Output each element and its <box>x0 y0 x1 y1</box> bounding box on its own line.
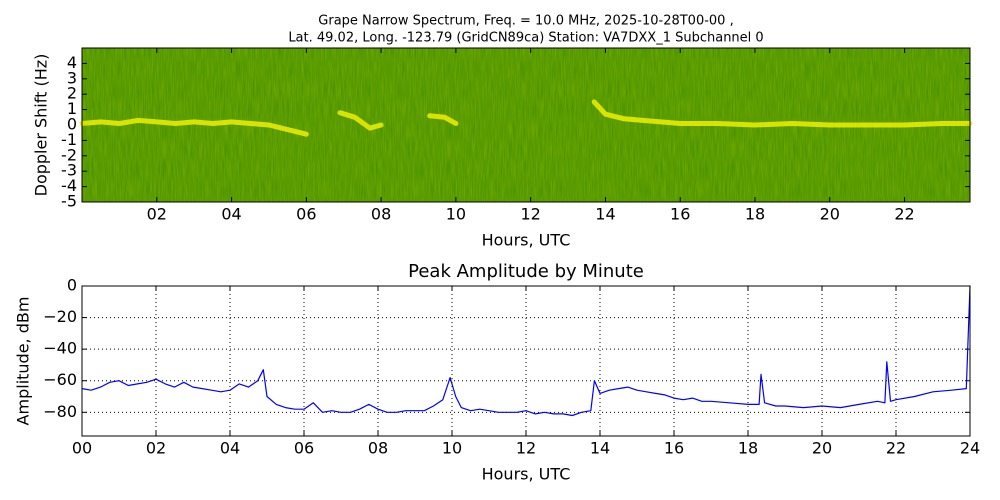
x-tick-label: 12 <box>516 439 536 458</box>
x-tick-label: 16 <box>670 205 690 224</box>
x-tick-label: 04 <box>221 205 241 224</box>
y-tick-label: −80 <box>43 402 77 421</box>
y-axis-label: Amplitude, dBm <box>14 297 33 426</box>
chart-title: Peak Amplitude by Minute <box>408 261 644 282</box>
y-tick-label: −60 <box>43 370 77 389</box>
plot-frame <box>81 285 971 437</box>
x-tick-label: 02 <box>147 205 167 224</box>
chart-title: Grape Narrow Spectrum, Freq. = 10.0 MHz,… <box>318 14 733 29</box>
y-tick-label: -5 <box>61 192 77 211</box>
y-tick-label: 0 <box>67 276 77 295</box>
y-tick-label: -2 <box>61 145 77 164</box>
x-tick-label: 10 <box>442 439 462 458</box>
y-tick-label: 3 <box>67 68 77 87</box>
chart-subtitle: Lat. 49.02, Long. -123.79 (GridCN89ca) S… <box>288 31 763 46</box>
y-tick-label: -1 <box>61 130 77 149</box>
amplitude-line <box>81 285 971 417</box>
y-tick-label: -3 <box>61 161 77 180</box>
y-tick-label: 4 <box>67 53 77 72</box>
y-tick-label: −40 <box>43 339 77 358</box>
y-axis-label: Doppler Shift (Hz) <box>32 54 51 197</box>
plot-frame <box>81 47 971 203</box>
y-tick-label: 0 <box>67 115 77 134</box>
y-tick-label: 1 <box>67 99 77 118</box>
x-tick-label: 08 <box>368 439 388 458</box>
x-tick-label: 24 <box>960 439 980 458</box>
y-tick-label: 2 <box>67 84 77 103</box>
x-tick-label: 16 <box>664 439 684 458</box>
x-tick-label: 14 <box>590 439 610 458</box>
x-axis-label: Hours, UTC <box>482 231 571 250</box>
x-tick-label: 00 <box>72 439 92 458</box>
doppler-trace <box>79 99 973 137</box>
x-tick-label: 14 <box>595 205 615 224</box>
x-tick-label: 04 <box>220 439 240 458</box>
x-tick-label: 06 <box>296 205 316 224</box>
x-tick-label: 18 <box>745 205 765 224</box>
x-tick-label: 06 <box>294 439 314 458</box>
x-tick-label: 12 <box>520 205 540 224</box>
x-tick-label: 18 <box>738 439 758 458</box>
x-tick-label: 10 <box>446 205 466 224</box>
x-axis-label: Hours, UTC <box>482 465 571 484</box>
y-tick-label: −20 <box>43 307 77 326</box>
x-tick-label: 20 <box>820 205 840 224</box>
x-tick-label: 02 <box>146 439 166 458</box>
x-tick-label: 08 <box>371 205 391 224</box>
plot-background <box>82 286 970 436</box>
x-tick-label: 22 <box>894 205 914 224</box>
y-tick-label: -4 <box>61 176 77 195</box>
x-tick-label: 20 <box>812 439 832 458</box>
x-tick-label: 22 <box>886 439 906 458</box>
